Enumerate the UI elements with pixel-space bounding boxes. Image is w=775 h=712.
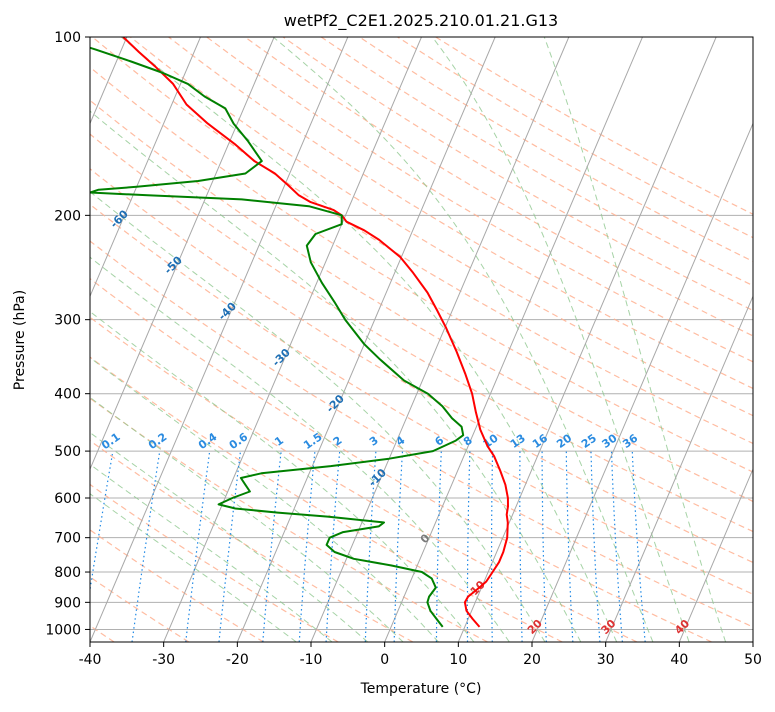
x-tick-label: -40: [79, 652, 102, 668]
x-tick-label: 20: [523, 652, 541, 668]
y-tick-label: 200: [54, 208, 81, 224]
y-tick-label: 100: [54, 30, 81, 46]
y-tick-label: 900: [54, 595, 81, 611]
chart-title: wetPf2_C2E1.2025.210.01.21.G13: [284, 11, 558, 31]
y-tick-label: 600: [54, 491, 81, 507]
y-tick-label: 500: [54, 444, 81, 460]
y-tick-label: 300: [54, 313, 81, 329]
y-tick-label: 1000: [45, 622, 81, 638]
x-axis-label: Temperature (°C): [360, 681, 482, 697]
x-tick-label: 0: [380, 652, 389, 668]
x-tick-label: -20: [226, 652, 249, 668]
y-tick-label: 800: [54, 565, 81, 581]
x-tick-label: 50: [744, 652, 762, 668]
x-tick-label: -10: [300, 652, 323, 668]
x-tick-label: 10: [449, 652, 467, 668]
y-tick-label: 700: [54, 531, 81, 547]
y-tick-label: 400: [54, 387, 81, 403]
y-axis-label: Pressure (hPa): [12, 290, 28, 390]
x-tick-label: 40: [670, 652, 688, 668]
x-tick-label: -30: [152, 652, 175, 668]
x-tick-label: 30: [597, 652, 615, 668]
